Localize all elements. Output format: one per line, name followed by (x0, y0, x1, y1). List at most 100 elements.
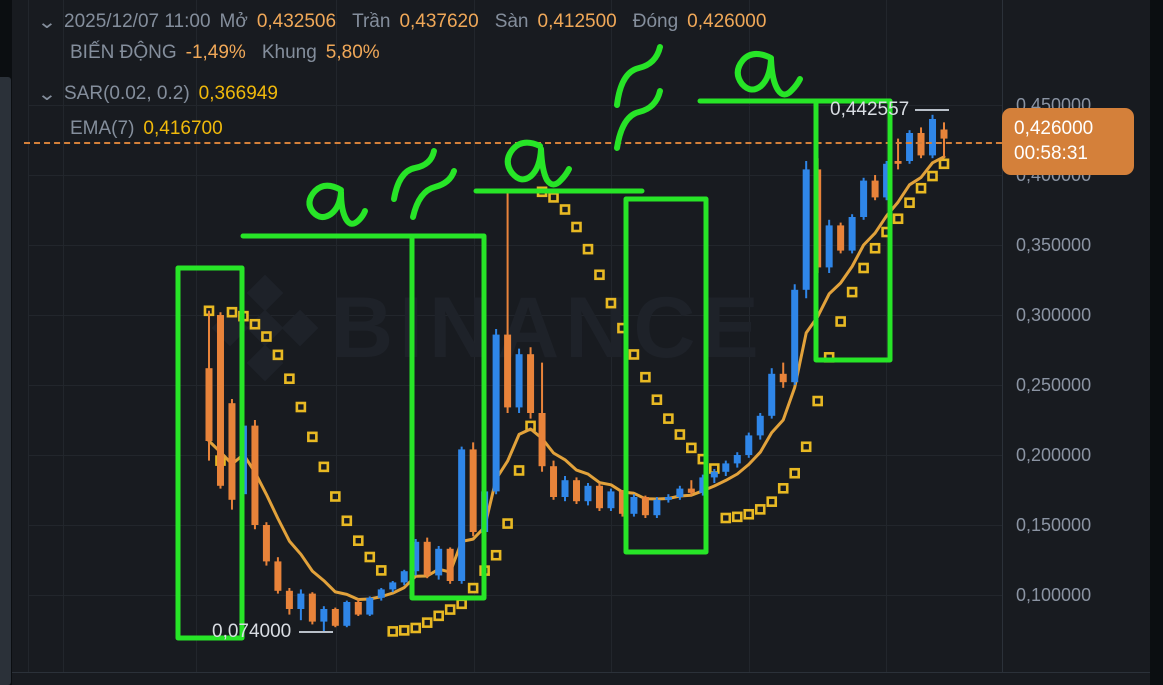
price-axis[interactable]: 0,450000 0,400000 0,350000 0,300000 0,25… (1002, 0, 1150, 672)
candle-body (733, 455, 741, 464)
candle-body (435, 548, 443, 576)
grid-line-horizontal (28, 455, 1002, 456)
sar-dot (571, 221, 582, 233)
candle-body (860, 180, 868, 217)
candle-body (595, 485, 603, 509)
annotation-box-3 (623, 196, 709, 555)
candle-body (274, 561, 282, 591)
chevron-down-icon[interactable]: ⌄ (37, 11, 57, 33)
legend-range-label: Khung (261, 42, 317, 63)
sar-dot (444, 604, 456, 615)
candle-body (550, 466, 558, 497)
left-rail-handle[interactable] (0, 77, 11, 685)
sar-dot (869, 242, 881, 254)
candle-body (929, 119, 937, 156)
grid-line-vertical (336, 0, 337, 672)
sar-dot (261, 331, 272, 342)
candle-body (561, 480, 569, 497)
grid-line-vertical (196, 0, 197, 672)
time-axis-separator (12, 672, 1150, 673)
sar-dot (754, 504, 766, 515)
sar-dot (800, 441, 812, 453)
sar-dot (375, 565, 387, 576)
sar-dot (743, 508, 755, 520)
legend-ohlc-row: ⌄ 2025/12/07 11:00 Mở 0,432506 Trần 0,43… (37, 6, 782, 38)
grid-line-horizontal (28, 105, 1002, 106)
indicator-ema-value: 0,416700 (143, 118, 223, 139)
grid-line-vertical (63, 0, 64, 672)
candle-body (515, 354, 523, 408)
candle-body (331, 609, 339, 626)
candle-body (469, 449, 477, 532)
sar-dot (777, 483, 789, 494)
candle-body (848, 217, 856, 251)
candle-body (423, 541, 431, 576)
legend-close-label: Đóng (632, 11, 679, 32)
sar-dot (663, 413, 674, 424)
sar-dot (640, 371, 651, 383)
right-rail (1150, 0, 1163, 685)
candle-body (779, 373, 787, 383)
sar-dot (651, 394, 663, 405)
legend-datetime: 2025/12/07 11:00 (64, 11, 211, 32)
candle-body (802, 169, 810, 290)
candle-body (377, 589, 385, 598)
legend-high-label: Trần (352, 11, 391, 32)
annotation-a-mark-1 (306, 182, 368, 227)
annotation-a-mark-2 (504, 139, 572, 188)
ema-line (207, 155, 946, 601)
candle-body (446, 548, 454, 581)
candle-body (894, 161, 902, 164)
price-tick: 0,250000 (1016, 375, 1092, 395)
candle-countdown: 00:58:31 (1014, 143, 1088, 164)
candle-body (641, 497, 649, 516)
legend-open-label: Mở (219, 11, 248, 32)
sar-dot (915, 182, 927, 194)
annotation-squiggle-2 (614, 44, 663, 151)
grid-line-horizontal (28, 525, 1002, 526)
last-price-tag[interactable]: 0,426000 00:58:31 (1002, 108, 1134, 175)
time-axis[interactable] (12, 673, 1150, 685)
sar-dot (605, 297, 617, 309)
sar-dot (364, 551, 376, 563)
indicator-sar-name: SAR(0.02, 0.2) (64, 83, 190, 104)
sar-dot (812, 395, 823, 407)
sar-dot (284, 373, 295, 385)
sar-dot (582, 243, 594, 255)
legend-open-value: 0,432506 (256, 11, 337, 32)
sar-dot (330, 491, 341, 502)
price-tick: 0,200000 (1016, 445, 1092, 465)
chevron-down-icon[interactable]: ⌄ (37, 83, 57, 105)
sar-dot (387, 626, 399, 637)
low-price-marker: 0,074000 (212, 621, 334, 643)
candle-body (527, 354, 535, 413)
sar-dot (352, 535, 364, 546)
candle-body (308, 593, 316, 622)
indicator-sar-value: 0,366949 (198, 83, 278, 104)
annotation-box-1 (175, 265, 245, 641)
candle-body (205, 368, 213, 441)
candle-body (906, 133, 914, 161)
candle-body (343, 602, 351, 626)
sar-dot (249, 318, 261, 330)
grid-line-vertical (611, 0, 612, 672)
candle-body (216, 315, 224, 486)
candle-body (412, 541, 420, 572)
price-tick: 0,150000 (1016, 515, 1092, 535)
candle-body (664, 497, 672, 500)
candlestick-svg (203, 114, 950, 637)
legend-low-label: Sàn (494, 11, 529, 32)
candle-body (251, 425, 259, 525)
legend-sar-row: ⌄ SAR(0.02, 0.2) 0,366949 (37, 78, 782, 110)
sar-dot (674, 429, 686, 440)
candle-body (745, 435, 753, 455)
legend-ema-row: EMA(7) 0,416700 (40, 114, 782, 144)
candles-group (205, 114, 948, 632)
sar-dot (433, 610, 444, 622)
candle-body (285, 590, 293, 609)
legend-range-value: 5,80% (325, 42, 380, 63)
sar-dots-group (203, 158, 950, 637)
candle-body (504, 334, 512, 408)
annotation-a-mark-3 (734, 51, 803, 98)
